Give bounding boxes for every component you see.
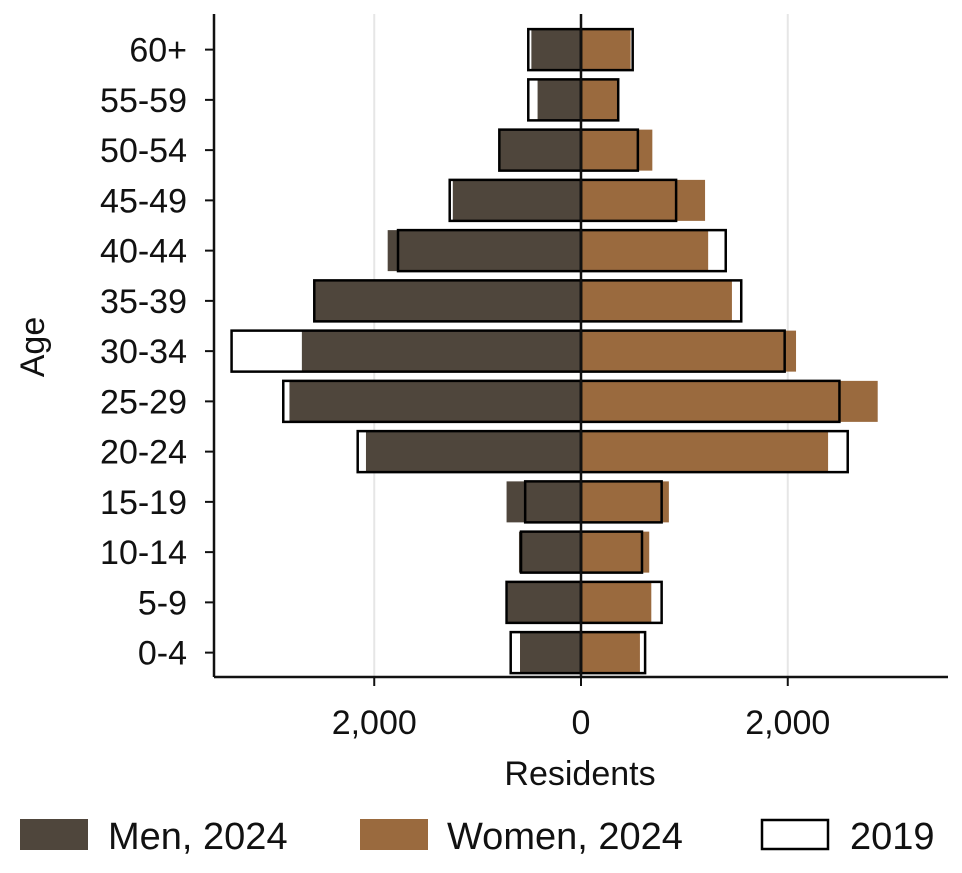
y-tick-label-40-44: 40-44 [100, 233, 187, 271]
y-tick-label-0-4: 0-4 [138, 635, 187, 673]
y-tick-label-50-54: 50-54 [100, 132, 187, 170]
bar-men-2024-25-29 [289, 380, 581, 422]
legend-label-women-2024: Women, 2024 [447, 816, 683, 858]
y-tick-label-15-19: 15-19 [100, 484, 187, 522]
bar-women-2024-50-54 [581, 129, 653, 171]
bar-women-2024-5-9 [581, 581, 652, 623]
bars [289, 29, 878, 674]
legend: Men, 2024 Women, 2024 2019 [20, 816, 935, 858]
bar-women-2024-10-14 [581, 531, 650, 573]
bar-men-2024-20-24 [365, 431, 581, 473]
bar-men-2024-10-14 [518, 531, 581, 573]
bar-women-2024-40-44 [581, 230, 709, 272]
y-tick-label-5-9: 5-9 [138, 584, 187, 622]
tick-labels: 0-4 5-9 10-14 15-19 20-24 25-29 30-34 35-39 40-4… [100, 32, 830, 742]
bar-men-2024-45-49 [452, 179, 581, 221]
x-tick-label-2: 2,000 [745, 704, 830, 742]
bar-women-2024-45-49 [581, 179, 706, 221]
y-axis-title: Age [14, 317, 52, 378]
x-tick-label-1: 0 [572, 704, 591, 742]
bar-women-2024-25-29 [581, 380, 878, 422]
bar-women-2024-35-39 [581, 280, 732, 322]
bar-men-2024-30-34 [301, 330, 581, 372]
bar-men-2024-15-19 [506, 481, 581, 523]
y-tick-label-20-24: 20-24 [100, 434, 187, 472]
legend-label-men-2024: Men, 2024 [108, 816, 288, 858]
y-tick-label-35-39: 35-39 [100, 283, 187, 321]
bar-men-2024-50-54 [500, 129, 581, 171]
bar-women-2024-0-4 [581, 632, 640, 674]
bar-men-2024-60+ [531, 29, 581, 71]
y-tick-label-60+: 60+ [129, 32, 187, 70]
bar-women-2024-15-19 [581, 481, 669, 523]
legend-swatch-men-2024 [20, 819, 88, 850]
bar-men-2024-0-4 [520, 632, 581, 674]
bar-men-2024-55-59 [537, 79, 581, 121]
bar-women-2024-55-59 [581, 79, 619, 121]
bar-men-2024-40-44 [387, 230, 581, 272]
y-tick-label-45-49: 45-49 [100, 182, 187, 220]
bar-women-2024-60+ [581, 29, 631, 71]
y-tick-label-55-59: 55-59 [100, 82, 187, 120]
y-tick-label-10-14: 10-14 [100, 534, 187, 572]
bar-men-2024-35-39 [314, 280, 581, 322]
legend-label-2019: 2019 [850, 816, 935, 858]
legend-swatch-2019 [760, 818, 830, 851]
y-tick-label-30-34: 30-34 [100, 333, 187, 371]
legend-swatch-women-2024 [360, 819, 428, 850]
bar-men-2024-5-9 [507, 581, 581, 623]
y-tick-label-25-29: 25-29 [100, 383, 187, 421]
x-axis-title: Residents [504, 755, 655, 793]
x-tick-label-0: 2,000 [332, 704, 417, 742]
bar-women-2024-20-24 [581, 431, 829, 473]
bar-women-2024-30-34 [581, 330, 797, 372]
